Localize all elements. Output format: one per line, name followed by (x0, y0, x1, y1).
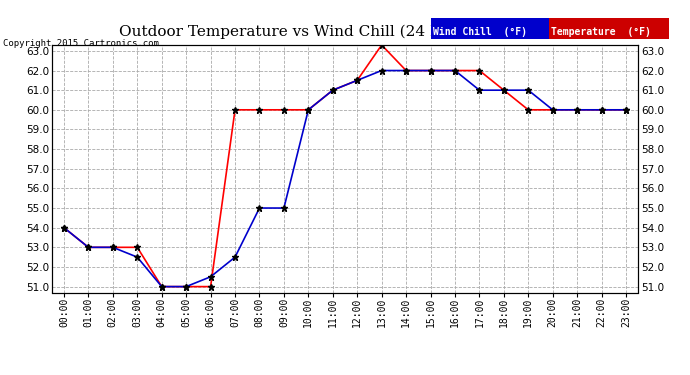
Text: Outdoor Temperature vs Wind Chill (24 Hours)  20150708: Outdoor Temperature vs Wind Chill (24 Ho… (119, 24, 571, 39)
Text: Temperature  (°F): Temperature (°F) (551, 27, 651, 37)
Text: Copyright 2015 Cartronics.com: Copyright 2015 Cartronics.com (3, 39, 159, 48)
Text: Wind Chill  (°F): Wind Chill (°F) (433, 27, 527, 37)
